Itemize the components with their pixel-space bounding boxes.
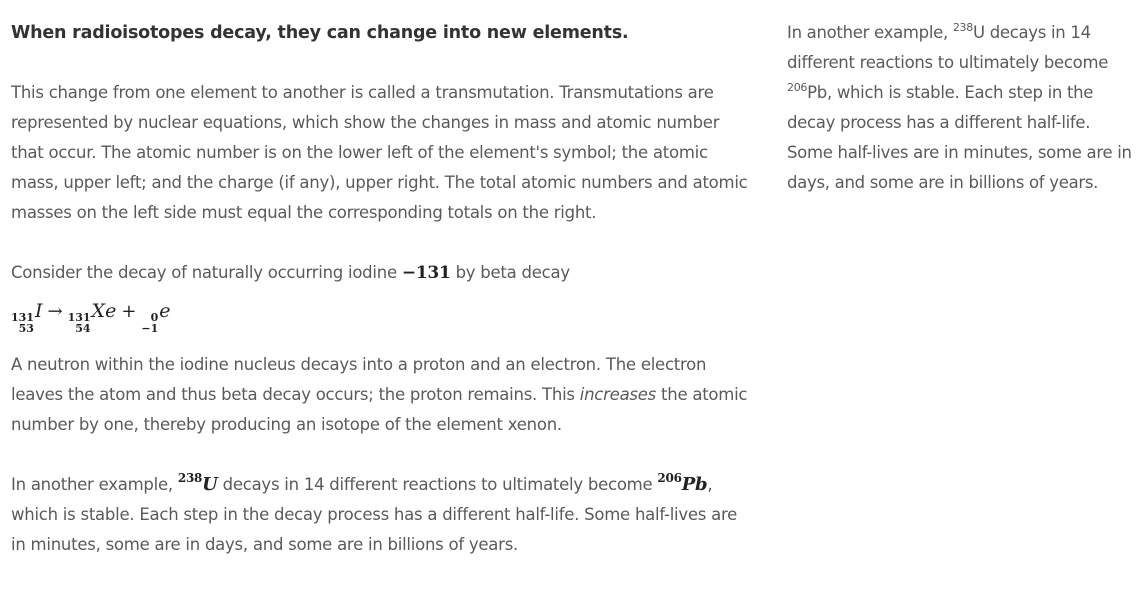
transmutation-paragraph: This change from one element to another … [11, 83, 748, 222]
product1-number: 54 [75, 322, 91, 335]
sidebar-uranium-paragraph: In another example, 238U decays in 14 di… [787, 18, 1132, 198]
reactant-iodine: 131 53 I [11, 300, 42, 334]
lead-mass: 206 [657, 471, 682, 485]
lead-symbol: Pb [681, 474, 708, 495]
product2-number: −1 [141, 322, 159, 335]
iodine-decay-intro: Consider the decay of naturally occurrin… [11, 258, 756, 288]
sidebar-uranium-mass: 238 [952, 21, 973, 34]
sidebar-text-mid: decays in 14 different reactions to ulti… [787, 23, 1109, 72]
sidebar-lead-mass: 206 [787, 81, 808, 94]
sidebar-text-start: In another example, [787, 23, 953, 42]
reactant-number: 53 [18, 322, 34, 335]
sidebar-callout: In another example, 238U decays in 14 di… [787, 18, 1132, 198]
product2-mass: 0 [150, 311, 159, 324]
sidebar-lead-symbol: Pb [807, 83, 827, 102]
uranium-symbol: U [202, 474, 218, 495]
section-heading: When radioisotopes decay, they can chang… [11, 23, 629, 43]
uranium-text-mid: decays in 14 different reactions to ulti… [217, 475, 658, 494]
product1-mass: 131 [67, 311, 91, 324]
consider-text: Consider the decay of naturally occurrin… [11, 263, 402, 282]
uranium-text-end: , which is stable. Each step in the deca… [11, 475, 738, 554]
neutron-decay-paragraph: A neutron within the iodine nucleus deca… [11, 350, 756, 440]
consider-tail: by beta decay [450, 263, 571, 282]
sidebar-uranium-symbol: U [972, 23, 985, 42]
product-xenon: 131 54 Xe [68, 300, 117, 334]
neutron-text-end: the atomic number by one, thereby produc… [11, 385, 748, 434]
reactant-mass: 131 [11, 311, 34, 324]
neutron-text-start: A neutron within the iodine nucleus deca… [11, 355, 707, 404]
uranium-text-start: In another example, [11, 475, 178, 494]
main-content: When radioisotopes decay, they can chang… [11, 18, 756, 560]
reactant-symbol: I [34, 300, 43, 322]
uranium-mass: 238 [177, 471, 203, 485]
sidebar-text-end: , which is stable. Each step in the deca… [787, 83, 1132, 192]
iodine-mass-math: −131 [401, 263, 451, 283]
plus-sign: + [121, 301, 137, 322]
reaction-arrow: → [47, 301, 63, 322]
increases-emphasis: increases [579, 385, 657, 404]
product1-symbol: Xe [91, 300, 117, 322]
product-electron: 0 −1 e [141, 300, 170, 334]
uranium-example-paragraph: In another example, 238U decays in 14 di… [11, 470, 756, 560]
product2-symbol: e [159, 300, 171, 322]
nuclear-equation: 131 53 I → 131 54 Xe +0 −1 e [11, 300, 756, 350]
